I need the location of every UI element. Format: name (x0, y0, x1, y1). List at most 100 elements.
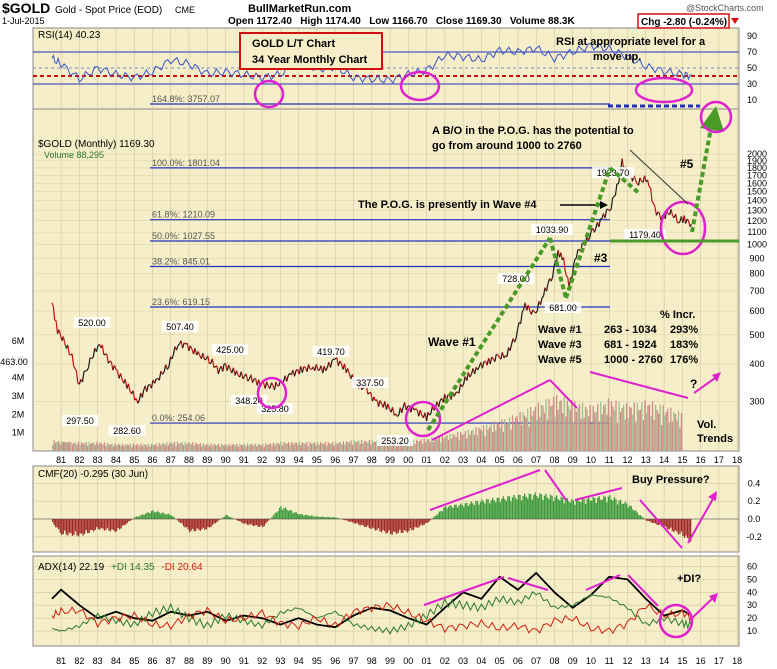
rsi-circle-2001 (399, 70, 441, 102)
volume-bar (594, 412, 596, 451)
cmf-bar (379, 519, 381, 532)
price-segment (675, 213, 678, 223)
volume-bar (530, 407, 532, 451)
volume-bar (280, 441, 282, 451)
volume-bar (83, 443, 86, 451)
price-segment (644, 175, 647, 183)
cmf-bar (243, 519, 246, 524)
price-label: 325.80 (261, 404, 289, 414)
rsi-title: RSI(14) 40.23 (38, 30, 101, 41)
price-segment (405, 405, 409, 411)
cmf-y-tick: 0.0 (748, 514, 761, 524)
cmf-bar (524, 493, 526, 519)
volume-bar (266, 444, 268, 451)
cmf-bar (667, 519, 669, 530)
price-segment (621, 158, 625, 169)
volume-bar (118, 444, 121, 451)
volume-bar (421, 443, 424, 451)
volume-bar (114, 443, 116, 451)
volume-bar (131, 446, 133, 451)
volume-bar (482, 425, 485, 451)
volume-bar (638, 410, 640, 451)
volume-bar (555, 394, 558, 451)
price-segment (415, 408, 418, 411)
volume-bar (184, 441, 186, 451)
price-label: 425.00 (216, 345, 244, 355)
rsi-y-tick: 30 (747, 79, 757, 89)
price-segment (688, 220, 691, 227)
cmf-bar (429, 519, 431, 521)
vol-trends-line1: Vol. (697, 419, 716, 431)
price-segment (322, 365, 325, 374)
volume-bar (536, 419, 538, 451)
volume-bar (575, 411, 578, 451)
volume-bar (208, 445, 211, 451)
cmf-bar (464, 503, 466, 519)
price-segment (686, 218, 690, 222)
cmf-bar (458, 505, 460, 519)
volume-bar (70, 441, 72, 451)
volume-bar (210, 443, 212, 451)
volume-bar (621, 408, 623, 451)
volume-bar (639, 409, 642, 451)
volume-bar (370, 444, 372, 451)
volume-bar (668, 422, 670, 451)
volume-bar (517, 424, 520, 451)
price-segment (550, 277, 554, 282)
volume-bar (641, 402, 643, 451)
price-segment (527, 305, 531, 311)
volume-bar (80, 442, 83, 451)
x-tick-label: 83 (93, 656, 103, 666)
volume-bar (475, 427, 477, 451)
price-segment (612, 196, 615, 199)
price-segment (264, 381, 268, 389)
cmf-bar (216, 519, 218, 522)
price-y-tick: 1000 (747, 240, 767, 250)
cmf-y-tick: -0.2 (746, 532, 762, 542)
volume-bar (501, 419, 503, 451)
price-segment (647, 179, 650, 187)
cmf-bar (263, 519, 265, 527)
cmf-bar (154, 512, 156, 519)
volume-bar (260, 445, 262, 451)
cmf-bar (150, 511, 153, 519)
cmf-bar (405, 519, 407, 531)
volume-bar (173, 441, 176, 451)
volume-bar (572, 422, 575, 451)
cmf-bar (224, 516, 226, 519)
price-segment (55, 320, 59, 334)
price-segment (539, 297, 543, 305)
cmf-bar (202, 519, 205, 528)
x-tick-label: 12 (623, 656, 633, 666)
price-label-bg (211, 344, 249, 355)
volume-bar (271, 445, 273, 451)
x-tick-label: 10 (586, 455, 596, 465)
fib-level-label: 50.0%: 1027.55 (152, 231, 215, 241)
cmf-bar (102, 519, 104, 529)
volume-bar (403, 443, 406, 451)
price-segment (532, 309, 535, 313)
cmf-bar (77, 519, 80, 537)
cmf-bar (578, 501, 581, 519)
volume-bar (275, 442, 278, 451)
x-tick-label: 18 (732, 656, 742, 666)
volume-bar (540, 404, 543, 451)
volume-bar (310, 443, 313, 451)
volume-bar (341, 444, 343, 451)
rsi-circle-2015 (634, 76, 694, 104)
volume-bar (158, 443, 160, 451)
volume-bar (313, 442, 316, 451)
price-segment (182, 342, 185, 349)
price-label: 507.40 (166, 322, 194, 332)
volume-bar (140, 443, 142, 451)
adx-legend-plus-di: +DI 14.35 (111, 562, 155, 573)
cmf-bar (426, 519, 428, 523)
buy-pressure-label: Buy Pressure? (632, 474, 710, 486)
x-tick-label: 04 (476, 455, 486, 465)
x-tick-label: 86 (147, 455, 157, 465)
price-label-bg (0, 356, 33, 367)
volume-bar (642, 420, 645, 451)
volume-bar (227, 446, 229, 451)
volume-bar (549, 406, 552, 451)
cmf-bar (79, 519, 81, 534)
